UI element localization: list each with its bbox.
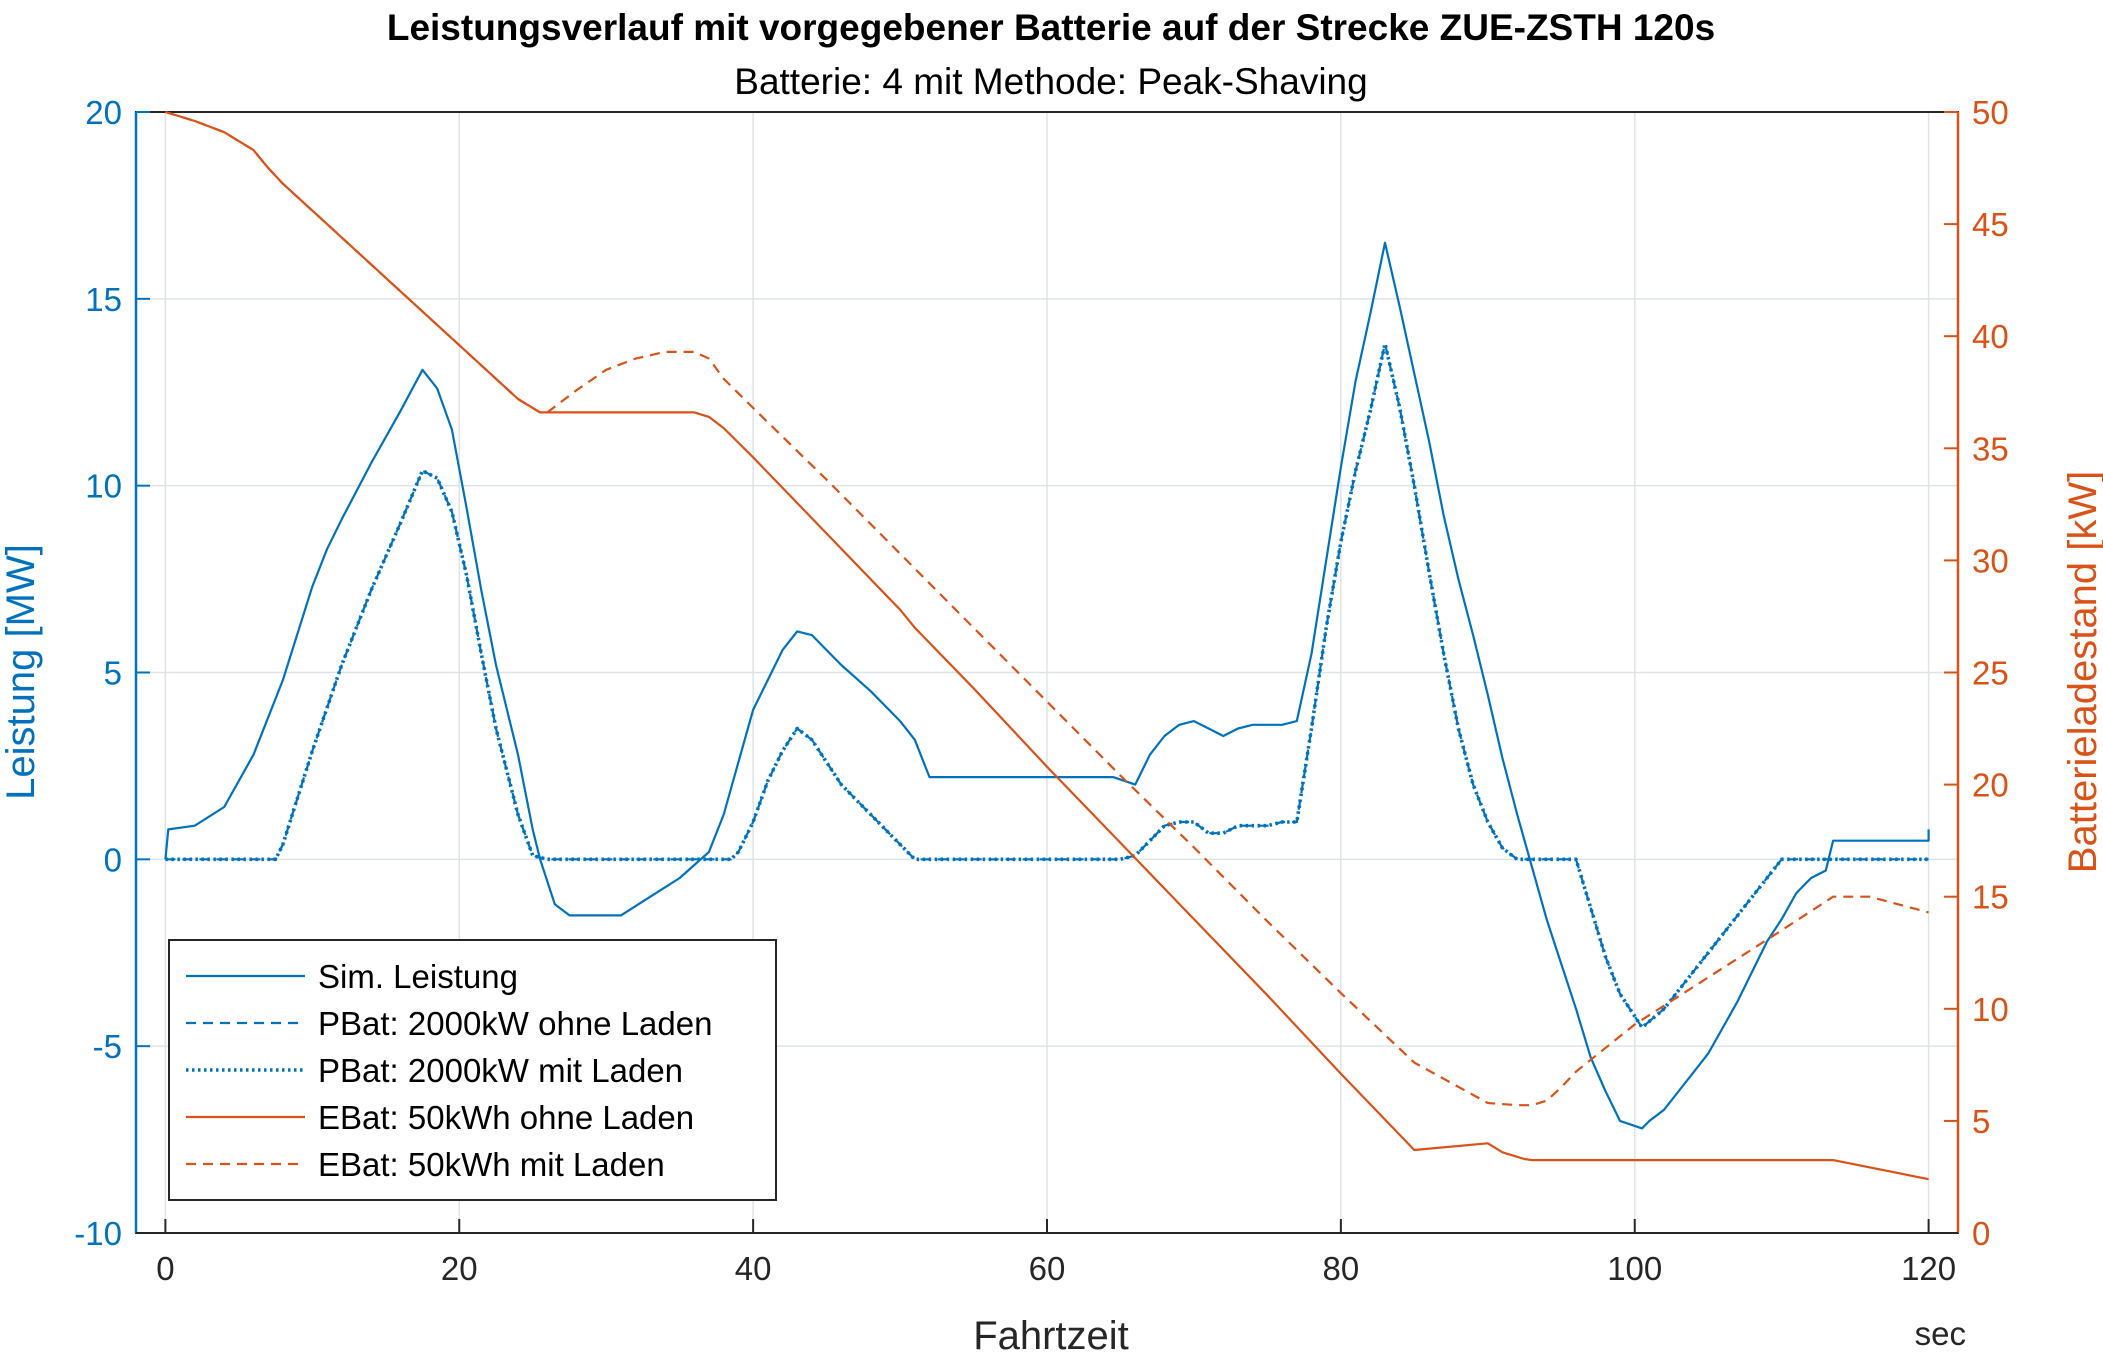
y-left-tick-label: -10 [74, 1215, 122, 1252]
y-axis-left-label: Leistung [MW] [0, 544, 43, 800]
series-line-4 [165, 110, 1929, 1107]
y-axis-right-label: Batterieladestand [kW] [2061, 471, 2103, 873]
y-left-tick-label: -5 [93, 1028, 122, 1065]
x-tick-label: 60 [1029, 1250, 1066, 1287]
y-right-tick-label: 25 [1972, 655, 2009, 692]
series-layer [164, 110, 1930, 1181]
y-right-tick-label: 40 [1972, 318, 2009, 355]
x-tick-label: 0 [156, 1250, 174, 1287]
y-right-tick-label: 15 [1972, 879, 2009, 916]
x-axis-unit: sec [1915, 1315, 1966, 1352]
series-line-1 [165, 342, 1929, 1029]
y-right-tick-label: 30 [1972, 542, 2009, 579]
legend-label: PBat: 2000kW mit Laden [318, 1052, 683, 1089]
y-right-tick-label: 10 [1972, 991, 2009, 1028]
x-axis-label: Fahrtzeit [973, 1314, 1129, 1355]
legend-label: Sim. Leistung [318, 958, 518, 995]
chart-subtitle: Batterie: 4 mit Methode: Peak-Shaving [734, 61, 1367, 102]
y-left-tick-label: 15 [85, 281, 122, 318]
y-right-tick-label: 20 [1972, 767, 2009, 804]
y-right-tick-label: 35 [1972, 430, 2009, 467]
y-right-tick-label: 5 [1972, 1103, 1990, 1140]
series-line-0 [164, 241, 1930, 1130]
y-left-tick-label: 20 [85, 94, 122, 131]
y-right-tick-label: 50 [1972, 94, 2009, 131]
x-tick-label: 20 [441, 1250, 478, 1287]
y-right-tick-label: 0 [1972, 1215, 1990, 1252]
axes-layer: 0 20 40 60 80 100 120 -10 -5 0 5 10 15 20 0 5 10 15 20 25 30… [74, 94, 2008, 1287]
x-tick-label: 120 [1901, 1250, 1956, 1287]
legend-label: EBat: 50kWh mit Laden [318, 1146, 665, 1183]
x-tick-label: 100 [1607, 1250, 1662, 1287]
chart-title: Leistungsverlauf mit vorgegebener Batter… [387, 7, 1715, 48]
y-left-tick-label: 10 [85, 468, 122, 505]
legend: Sim. Leistung PBat: 2000kW ohne Laden PBat… [168, 939, 777, 1201]
legend-label: PBat: 2000kW ohne Laden [318, 1005, 712, 1042]
series-line-3 [165, 110, 1929, 1181]
x-tick-label: 80 [1323, 1250, 1360, 1287]
y-left-tick-label: 5 [104, 655, 122, 692]
y-left-tick-label: 0 [104, 841, 122, 878]
legend-label: EBat: 50kWh ohne Laden [318, 1099, 694, 1136]
x-tick-label: 40 [735, 1250, 772, 1287]
y-right-tick-label: 45 [1972, 206, 2009, 243]
